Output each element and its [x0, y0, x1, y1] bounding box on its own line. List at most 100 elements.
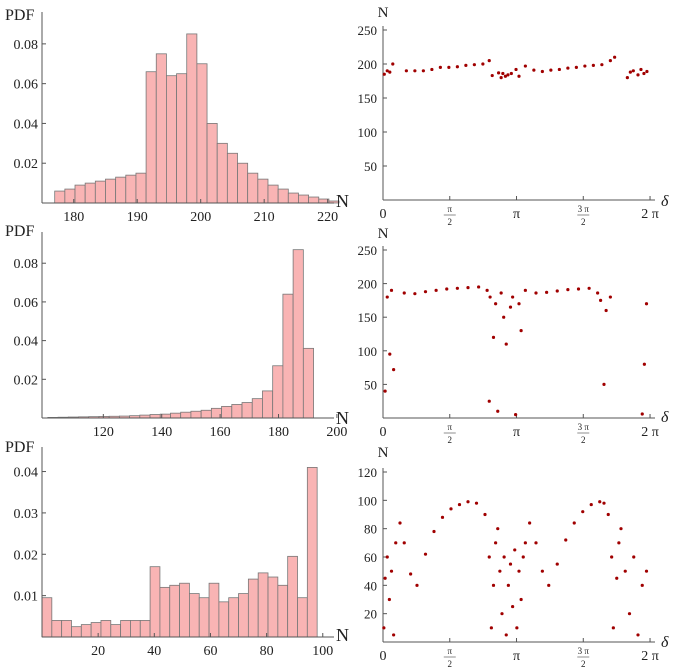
- scatter-point: [610, 555, 614, 559]
- scatter-point: [545, 290, 549, 294]
- x-tick-label: 160: [210, 425, 231, 440]
- histogram-bar: [186, 33, 198, 204]
- histogram-bar: [272, 365, 284, 419]
- scatter-point: [423, 290, 428, 294]
- x-tick-label: 210: [254, 210, 275, 225]
- scatter-point: [519, 597, 523, 602]
- scatter-point: [499, 291, 503, 295]
- scatter-point: [640, 412, 644, 416]
- histogram-bar: [84, 182, 96, 204]
- scatter-point: [534, 541, 538, 545]
- y-tick-label: 0.01: [14, 590, 39, 605]
- scatter-point: [608, 59, 612, 63]
- scatter-point: [636, 633, 640, 637]
- scatter-point: [394, 541, 398, 545]
- histogram-bar: [139, 620, 151, 638]
- histogram-bar: [226, 152, 238, 204]
- x-tick-label: 180: [268, 425, 289, 440]
- histogram-bar: [135, 172, 147, 204]
- scatter-point: [385, 555, 389, 559]
- y-tick-label: 0.08: [14, 38, 39, 53]
- histogram-bar: [100, 620, 112, 638]
- scatter-point: [501, 71, 505, 76]
- scatter-point: [519, 329, 523, 333]
- x-tick-label: 200: [190, 210, 211, 225]
- scatter-point: [502, 315, 506, 319]
- scatter-point: [500, 612, 504, 616]
- scatter-point: [423, 552, 428, 556]
- histogram-bar: [308, 196, 320, 204]
- scatter-point: [404, 69, 408, 73]
- scatter-point: [485, 288, 489, 292]
- scatter-point: [627, 612, 632, 616]
- scatter-point: [385, 69, 389, 73]
- scatter-point: [402, 291, 406, 295]
- scatter-point: [455, 286, 459, 290]
- histogram-bar: [287, 555, 298, 638]
- x-tick-label: 80: [260, 644, 274, 659]
- scatter-point: [566, 66, 570, 70]
- x-axis-label: δ: [661, 409, 669, 426]
- scatter-point: [532, 68, 536, 72]
- y-tick-label: 150: [358, 91, 378, 106]
- histogram-bar: [267, 184, 279, 204]
- histogram-bar: [74, 184, 86, 204]
- scatter-point: [523, 541, 527, 545]
- histogram-bar: [130, 620, 141, 638]
- scatter-point: [496, 527, 500, 531]
- scatter-point: [642, 71, 646, 76]
- histogram-bar: [90, 622, 102, 638]
- scatter-point: [555, 562, 559, 566]
- y-tick-label: 20: [364, 607, 377, 622]
- x-tick-label: π: [513, 425, 520, 440]
- histogram-bar: [257, 572, 269, 638]
- scatter-point: [466, 500, 470, 504]
- scatter-point: [642, 362, 646, 366]
- scatter-point: [432, 529, 436, 534]
- x-axis-label: N: [336, 408, 349, 428]
- y-tick-label: 100: [358, 344, 378, 359]
- y-tick-label: 0.06: [14, 78, 39, 93]
- histogram-2: 120 140 160 180 200 0.02 0.04 0.06 0.08 PDF N: [5, 223, 349, 440]
- y-tick-label: 80: [364, 522, 377, 537]
- y-axis-label: PDF: [5, 439, 34, 456]
- scatter-point: [392, 368, 396, 372]
- histogram-bar: [302, 347, 314, 419]
- scatter-point: [540, 569, 544, 573]
- scatter-point: [457, 502, 462, 507]
- y-tick-label: 120: [358, 465, 378, 480]
- scatter-3: 20 40 60 80 100 120 0 π 2 π 3 π 2 2 π Nδ: [358, 445, 670, 669]
- scatter-point: [489, 626, 493, 630]
- histogram-bar: [170, 412, 182, 419]
- histogram-bar: [169, 584, 180, 638]
- y-tick-label: 150: [358, 310, 378, 325]
- histogram-bar: [237, 162, 249, 204]
- y-tick-label: 0.08: [14, 257, 39, 272]
- scatter-point: [528, 521, 532, 525]
- scatter-point: [497, 71, 501, 75]
- scatter-point: [606, 512, 610, 517]
- scatter-point: [514, 413, 518, 417]
- scatter-point: [515, 626, 519, 630]
- x-tick-label: π: [513, 207, 520, 222]
- scatter-point: [583, 64, 587, 68]
- scatter-point: [636, 73, 640, 77]
- histogram-bar: [94, 180, 106, 204]
- scatter-point: [602, 501, 606, 505]
- scatter-point: [508, 562, 513, 566]
- scatter-point: [508, 305, 513, 309]
- y-axis-label: N: [378, 445, 389, 461]
- scatter-point: [506, 583, 510, 587]
- scatter-point: [540, 69, 544, 74]
- scatter-point: [589, 502, 593, 507]
- histogram-bar: [200, 409, 212, 419]
- x-axis-label: N: [336, 191, 349, 211]
- x-tick-label: 40: [147, 644, 161, 659]
- scatter-point: [438, 65, 442, 69]
- y-tick-label: 0.04: [14, 117, 39, 132]
- scatter-point: [608, 295, 612, 299]
- scatter-point: [547, 583, 551, 587]
- scatter-point: [514, 67, 518, 72]
- histogram-bar: [277, 584, 289, 638]
